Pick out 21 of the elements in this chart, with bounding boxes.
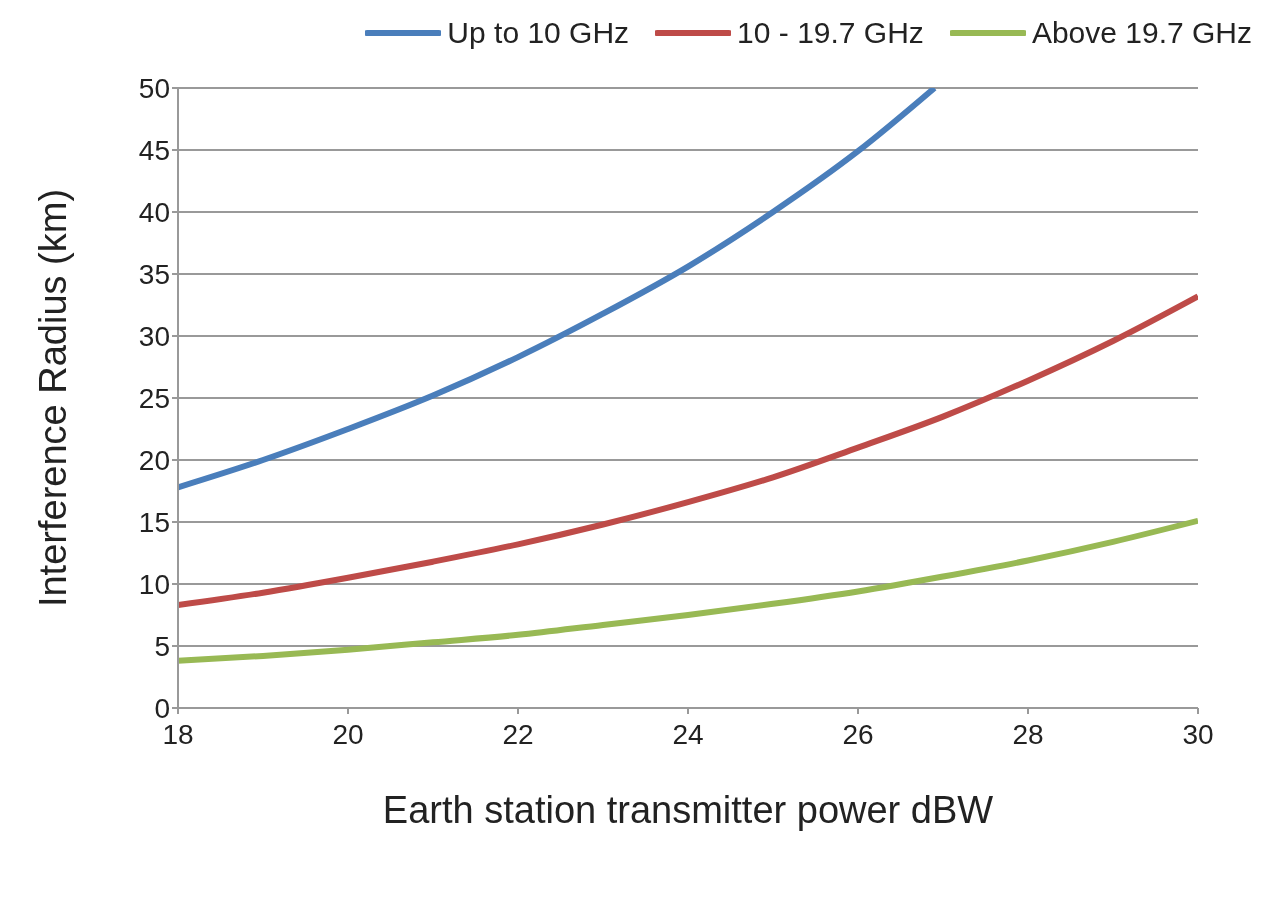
y-tick-label: 35 (138, 258, 170, 290)
x-tick-label: 22 (502, 718, 534, 750)
x-tick-label: 30 (1182, 718, 1214, 750)
x-tick-label: 28 (1012, 718, 1044, 750)
x-tick-label: 24 (672, 718, 704, 750)
legend-label: 10 - 19.7 GHz (737, 16, 924, 50)
legend-label: Up to 10 GHz (447, 16, 630, 50)
y-tick-label: 10 (138, 568, 170, 600)
y-tick-label: 50 (138, 72, 170, 104)
y-tick-label: 15 (138, 506, 170, 538)
y-tick-label: 40 (138, 196, 170, 228)
y-tick-label: 5 (154, 630, 170, 662)
x-axis-title: Earth station transmitter power dBW (382, 789, 994, 831)
legend-label: Above 19.7 GHz (1031, 16, 1252, 50)
y-tick-label: 25 (138, 382, 170, 414)
x-tick-label: 26 (842, 718, 874, 750)
y-tick-label: 45 (138, 134, 170, 166)
y-axis-title: Interference Radius (km) (32, 188, 75, 608)
x-tick-label: 20 (332, 718, 364, 750)
y-tick-label: 30 (138, 320, 170, 352)
y-tick-label: 20 (138, 444, 170, 476)
